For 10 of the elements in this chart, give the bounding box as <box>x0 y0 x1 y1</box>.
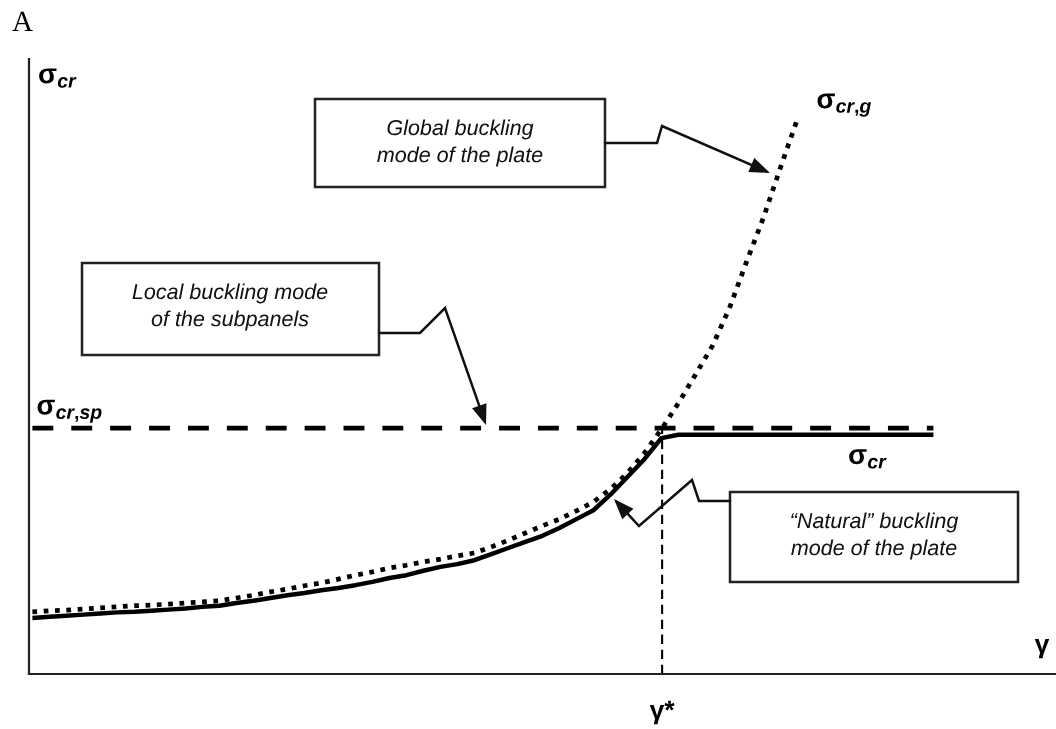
annotation: Local buckling mode of the subpanels <box>132 283 328 331</box>
x-axis-title: γ <box>1034 638 1050 659</box>
text: γ* <box>649 700 675 725</box>
annotation: Global buckling mode of the plate <box>377 119 543 167</box>
y-axis-title: σ$_{cr}$ <box>39 68 77 88</box>
series-label: σ$_{cr,sp}$ <box>37 399 102 423</box>
chart-title: A <box>12 11 33 32</box>
series-label: σ$_{cr,g}$ <box>817 93 871 117</box>
annotation: “Natural” buckling mode of the plate <box>791 512 959 560</box>
series-label: σ$_{cr}$ <box>849 449 887 469</box>
